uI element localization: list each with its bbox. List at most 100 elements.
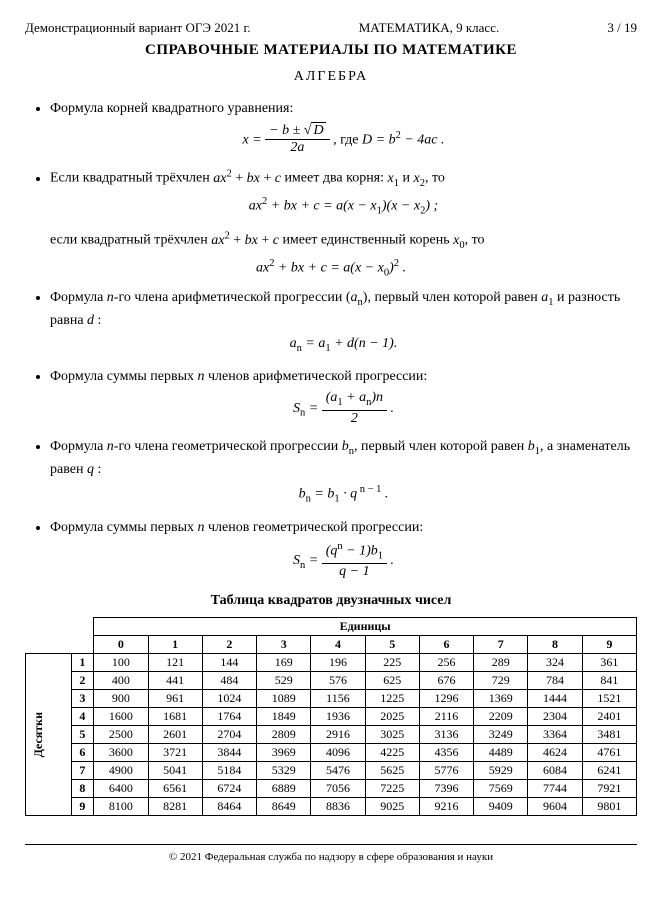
text: Формула корней квадратного уравнения:	[50, 101, 293, 116]
cell: 6400	[94, 780, 148, 798]
formula-list-2: Формула n-го члена арифметической прогре…	[25, 288, 637, 581]
cell: 529	[257, 672, 311, 690]
cell: 4489	[474, 744, 528, 762]
text: -го члена геометрической прогрессии	[114, 439, 342, 454]
cell: 576	[311, 672, 365, 690]
cell: 121	[148, 654, 202, 672]
row-header: 9	[71, 798, 94, 816]
text: Формула	[50, 290, 107, 305]
cell: 625	[365, 672, 419, 690]
section-title: АЛГЕБРА	[25, 69, 637, 85]
cell: 961	[148, 690, 202, 708]
cell: 289	[474, 654, 528, 672]
cell: 6561	[148, 780, 202, 798]
cell: 7569	[474, 780, 528, 798]
cell: 2116	[419, 708, 473, 726]
cell: 2601	[148, 726, 202, 744]
text: Формула суммы первых	[50, 369, 198, 384]
cell: 441	[148, 672, 202, 690]
cell: 1521	[582, 690, 636, 708]
col-group-header: Единицы	[94, 618, 637, 636]
cell: 2025	[365, 708, 419, 726]
cell: 484	[202, 672, 256, 690]
cell: 256	[419, 654, 473, 672]
cell: 1681	[148, 708, 202, 726]
cell: 100	[94, 654, 148, 672]
cell: 324	[528, 654, 582, 672]
cell: 1764	[202, 708, 256, 726]
cell: 5776	[419, 762, 473, 780]
equation-arith-nth: an = a1 + d(n − 1).	[50, 334, 637, 356]
text: членов геометрической прогрессии:	[205, 520, 424, 535]
col-header: 2	[202, 636, 256, 654]
cell: 1156	[311, 690, 365, 708]
cell: 2704	[202, 726, 256, 744]
cell: 729	[474, 672, 528, 690]
formula-geo-sum: Формула суммы первых n членов геометриче…	[50, 518, 637, 581]
text: если квадратный трёхчлен	[50, 233, 211, 248]
cell: 5329	[257, 762, 311, 780]
cell: 361	[582, 654, 636, 672]
cell: 9409	[474, 798, 528, 816]
row-header: 4	[71, 708, 94, 726]
squares-table: Единицы 0123456789 Десятки11001211441691…	[25, 617, 637, 816]
cell: 1225	[365, 690, 419, 708]
cell: 1936	[311, 708, 365, 726]
cell: 8100	[94, 798, 148, 816]
cell: 225	[365, 654, 419, 672]
cell: 5184	[202, 762, 256, 780]
formula-trinomial: Если квадратный трёхчлен ax2 + bx + c им…	[50, 167, 637, 219]
cell: 400	[94, 672, 148, 690]
cell: 1849	[257, 708, 311, 726]
row-header: 7	[71, 762, 94, 780]
cell: 7921	[582, 780, 636, 798]
cell: 5929	[474, 762, 528, 780]
cell: 8836	[311, 798, 365, 816]
single-root-text: если квадратный трёхчлен ax2 + bx + c им…	[50, 229, 637, 253]
equation-arith-sum: Sn = (a1 + an)n2 .	[50, 390, 637, 427]
cell: 5041	[148, 762, 202, 780]
cell: 3721	[148, 744, 202, 762]
formula-quadratic-roots: Формула корней квадратного уравнения: x …	[50, 99, 637, 157]
cell: 9216	[419, 798, 473, 816]
cell: 3249	[474, 726, 528, 744]
text: , то	[425, 171, 445, 186]
cell: 6724	[202, 780, 256, 798]
col-header: 9	[582, 636, 636, 654]
cell: 7225	[365, 780, 419, 798]
formula-arith-sum: Формула суммы первых n членов арифметиче…	[50, 367, 637, 428]
equation-quadratic: x = − b ± √D2a , где D = b2 − 4ac .	[50, 123, 637, 158]
row-group-header: Десятки	[26, 654, 72, 816]
text: Формула суммы первых	[50, 520, 198, 535]
header-left: Демонстрационный вариант ОГЭ 2021 г.	[25, 20, 251, 36]
cell: 196	[311, 654, 365, 672]
formula-arith-nth: Формула n-го члена арифметической прогре…	[50, 288, 637, 357]
equation-factor-two: ax2 + bx + c = a(x − x1)(x − x2) ;	[50, 195, 637, 219]
cell: 3364	[528, 726, 582, 744]
col-header: 6	[419, 636, 473, 654]
row-header: 6	[71, 744, 94, 762]
cell: 4624	[528, 744, 582, 762]
text: членов арифметической прогрессии:	[205, 369, 428, 384]
cell: 5625	[365, 762, 419, 780]
col-header: 0	[94, 636, 148, 654]
formula-list: Формула корней квадратного уравнения: x …	[25, 99, 637, 219]
equation-factor-one: ax2 + bx + c = a(x − x0)2 .	[25, 258, 637, 278]
cell: 2304	[528, 708, 582, 726]
row-header: 2	[71, 672, 94, 690]
text: , первый член которой равен	[367, 290, 541, 305]
cell: 3600	[94, 744, 148, 762]
cell: 5476	[311, 762, 365, 780]
cell: 169	[257, 654, 311, 672]
cell: 7056	[311, 780, 365, 798]
cell: 4900	[94, 762, 148, 780]
col-header: 3	[257, 636, 311, 654]
cell: 1444	[528, 690, 582, 708]
cell: 6084	[528, 762, 582, 780]
cell: 841	[582, 672, 636, 690]
cell: 144	[202, 654, 256, 672]
cell: 2401	[582, 708, 636, 726]
text: имеет единственный корень	[282, 233, 453, 248]
cell: 676	[419, 672, 473, 690]
cell: 1089	[257, 690, 311, 708]
